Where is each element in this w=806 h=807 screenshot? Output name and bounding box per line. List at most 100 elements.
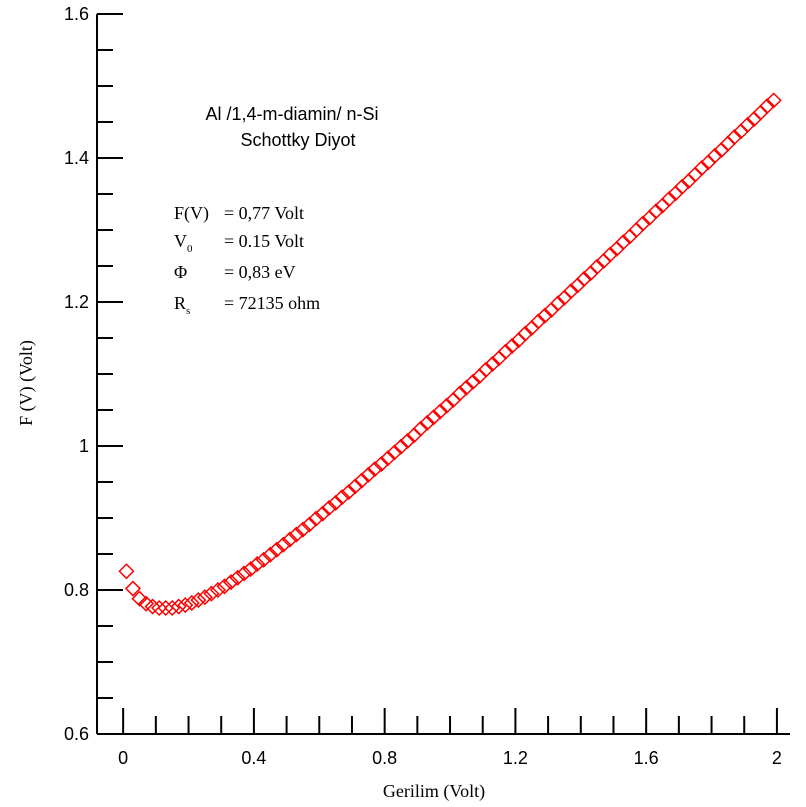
data-point: [687, 166, 704, 183]
data-point: [262, 546, 279, 563]
data-point: [634, 215, 651, 232]
x-tick-label: 1.6: [634, 748, 659, 768]
data-point: [432, 403, 449, 420]
parameter-row: Φ = 0,83 eV: [174, 262, 296, 282]
data-point: [425, 409, 442, 426]
data-point: [615, 234, 632, 251]
y-axis-ticks: 0.6 0.8 1 1.2 1.4 1.6: [64, 4, 123, 744]
data-point: [392, 438, 410, 455]
data-point: [281, 531, 298, 548]
x-tick-label: 0.8: [372, 748, 397, 768]
data-point: [484, 355, 501, 372]
y-tick-label: 1.2: [64, 292, 89, 312]
data-point: [196, 589, 213, 606]
data-point: [373, 455, 390, 473]
y-tick-label: 0.6: [64, 724, 89, 744]
annotation-title-line1: Al /1,4-m-diamin/ n-Si: [205, 104, 378, 124]
data-markers: [118, 92, 782, 617]
parameter-row: Rs = 72135 ohm: [174, 293, 320, 317]
data-point: [144, 598, 161, 615]
data-point: [386, 444, 403, 461]
data-point: [321, 499, 338, 516]
data-point: [183, 594, 200, 612]
data-point: [360, 466, 377, 483]
data-point: [151, 599, 168, 617]
data-point: [268, 541, 285, 558]
data-point: [157, 599, 174, 617]
data-point: [504, 337, 521, 354]
data-point: [118, 563, 135, 580]
data-point: [412, 420, 429, 437]
data-point: [562, 283, 580, 300]
data-point: [602, 246, 619, 263]
x-axis-label: Gerilim (Volt): [383, 781, 485, 802]
parameter-row: F(V) = 0,77 Volt: [174, 203, 304, 224]
data-point: [719, 135, 736, 152]
parameter-row: V0 = 0.15 Volt: [174, 231, 304, 255]
data-point: [458, 379, 475, 396]
data-point: [294, 521, 311, 538]
data-point: [765, 92, 782, 109]
annotation-parameters: F(V) = 0,77 Volt V0 = 0.15 Volt Φ = 0,83 eV Rs…: [174, 203, 320, 317]
data-point: [209, 581, 227, 599]
annotation-title-line2: Schottky Diyot: [240, 130, 355, 150]
data-point: [399, 432, 416, 450]
data-point: [379, 450, 396, 467]
data-point: [530, 313, 547, 330]
data-point: [203, 585, 220, 602]
x-tick-label: 2: [772, 748, 782, 768]
data-point: [124, 580, 142, 597]
data-point: [693, 160, 710, 177]
data-point: [497, 343, 514, 360]
data-point: [353, 472, 370, 489]
data-point: [340, 484, 357, 501]
data-point: [647, 203, 665, 220]
data-point: [739, 116, 756, 133]
data-point: [164, 599, 181, 617]
data-point: [576, 270, 593, 288]
data-point: [327, 494, 344, 511]
data-point: [419, 414, 436, 432]
data-point: [216, 578, 233, 595]
y-tick-label: 1: [79, 436, 89, 456]
data-point: [170, 598, 187, 615]
data-point: [301, 516, 318, 533]
data-point: [366, 460, 383, 478]
data-point: [517, 325, 534, 342]
data-point: [477, 361, 495, 378]
data-point: [536, 307, 553, 324]
y-tick-label: 0.8: [64, 580, 89, 600]
data-point: [706, 147, 723, 164]
y-tick-label: 1.6: [64, 4, 89, 24]
data-point: [660, 190, 678, 208]
data-point: [451, 385, 468, 402]
data-point: [438, 397, 455, 414]
x-tick-label: 0.4: [241, 748, 266, 768]
data-point: [229, 569, 246, 586]
x-axis-ticks: 0 0.4 0.8 1.2 1.6 2: [118, 708, 782, 768]
data-point: [131, 590, 148, 607]
axes: [96, 14, 790, 735]
data-point: [275, 536, 292, 553]
y-axis-label: F (V) (Volt): [16, 340, 37, 426]
y-tick-label: 1.4: [64, 148, 89, 168]
data-point: [255, 551, 272, 568]
data-point: [334, 489, 351, 506]
data-point: [288, 526, 305, 543]
data-point: [236, 565, 253, 582]
data-point: [759, 98, 776, 115]
data-point: [190, 592, 207, 609]
x-tick-label: 0: [118, 748, 128, 768]
x-tick-label: 1.2: [503, 748, 528, 768]
data-point: [307, 510, 325, 527]
data-point: [752, 104, 769, 121]
data-point: [674, 178, 691, 195]
data-point: [242, 561, 259, 578]
data-point: [549, 295, 566, 312]
data-point: [249, 556, 266, 573]
data-point: [726, 129, 743, 146]
data-point: [628, 221, 645, 239]
data-point: [222, 574, 240, 591]
data-point: [589, 258, 606, 275]
